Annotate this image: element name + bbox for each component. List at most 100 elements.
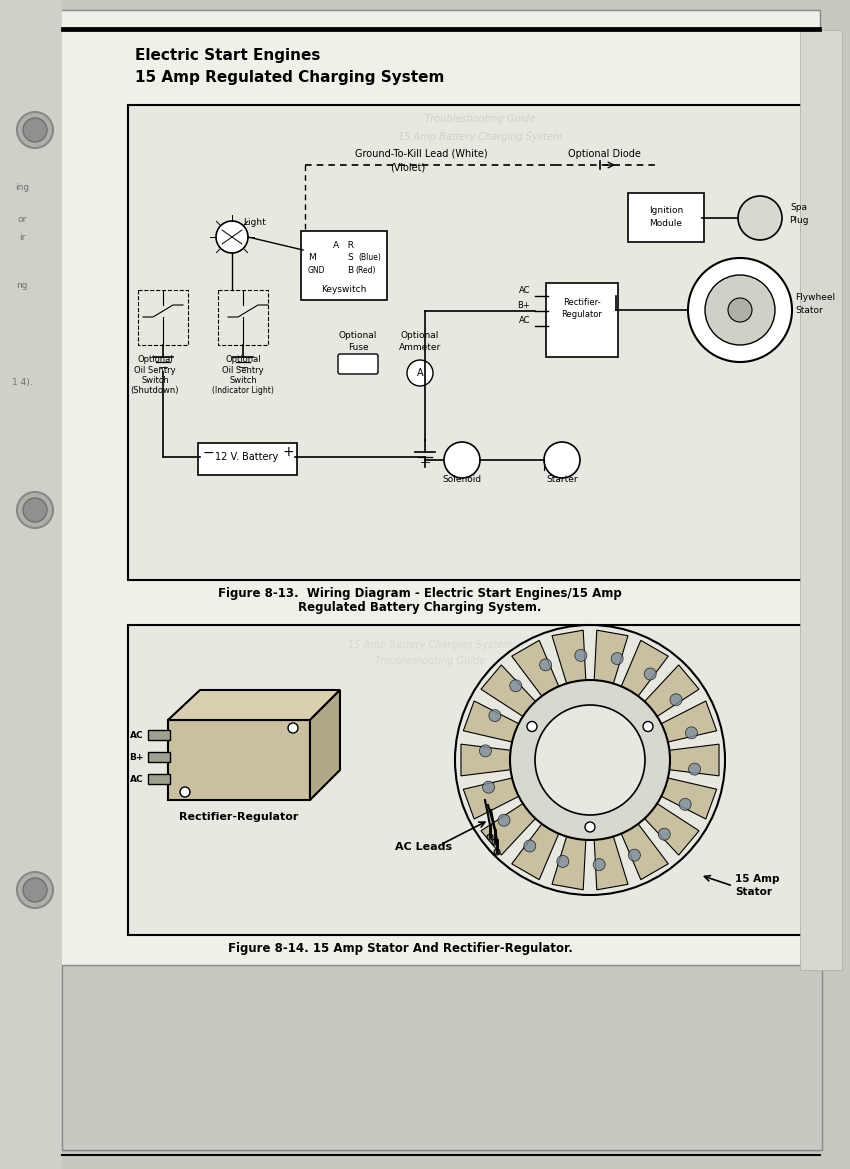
Text: 15 Amp Battery Charging System: 15 Amp Battery Charging System [398, 132, 562, 141]
Text: Keyswitch: Keyswitch [321, 285, 366, 293]
Text: AC: AC [130, 775, 144, 783]
Text: Electric Start Engines: Electric Start Engines [135, 48, 320, 63]
Polygon shape [644, 665, 699, 717]
Text: −: − [203, 447, 214, 459]
Circle shape [489, 710, 501, 721]
Text: +: + [283, 445, 295, 459]
Text: Figure 8-13.  Wiring Diagram - Electric Start Engines/15 Amp: Figure 8-13. Wiring Diagram - Electric S… [218, 587, 622, 600]
Text: Fuse: Fuse [348, 343, 368, 352]
Text: Starter: Starter [547, 475, 578, 484]
Text: Regulator: Regulator [562, 310, 603, 319]
Circle shape [17, 872, 53, 908]
Circle shape [611, 652, 623, 665]
Circle shape [685, 727, 697, 739]
Polygon shape [512, 641, 558, 696]
Text: B+: B+ [129, 753, 144, 761]
Text: (Indicator Light): (Indicator Light) [212, 386, 274, 395]
Polygon shape [463, 701, 518, 742]
Circle shape [483, 781, 495, 794]
Circle shape [658, 829, 671, 841]
Text: 15 Amp Regulated Charging System: 15 Amp Regulated Charging System [135, 70, 445, 85]
Circle shape [17, 112, 53, 148]
Circle shape [628, 849, 640, 862]
Text: Plug: Plug [789, 216, 808, 224]
Text: A   R: A R [333, 241, 354, 250]
Text: (Violet): (Violet) [390, 162, 425, 173]
FancyBboxPatch shape [62, 964, 822, 1150]
Text: 12 V. Battery: 12 V. Battery [215, 452, 279, 462]
Text: Troubleshooting Guide: Troubleshooting Guide [375, 656, 485, 666]
Text: AC: AC [130, 731, 144, 740]
Text: Rectifier-Regulator: Rectifier-Regulator [179, 812, 298, 822]
Text: Optional: Optional [401, 331, 439, 340]
Text: AC Leads: AC Leads [395, 842, 452, 852]
Circle shape [593, 858, 605, 871]
Circle shape [728, 298, 752, 321]
Polygon shape [594, 837, 628, 890]
Text: Oil Sentry: Oil Sentry [134, 366, 176, 375]
Polygon shape [481, 665, 536, 717]
Text: Light: Light [243, 217, 266, 227]
Polygon shape [621, 641, 668, 696]
Circle shape [487, 833, 493, 841]
Text: 15 Amp Battery Charging System: 15 Amp Battery Charging System [348, 639, 513, 650]
Text: AC: AC [518, 316, 530, 325]
Text: M: M [308, 253, 315, 262]
Circle shape [705, 275, 775, 345]
Circle shape [644, 667, 656, 680]
Circle shape [643, 721, 653, 732]
Polygon shape [670, 745, 719, 776]
Text: B+: B+ [518, 300, 530, 310]
Circle shape [23, 118, 47, 141]
Polygon shape [552, 630, 586, 684]
Polygon shape [148, 752, 170, 762]
Text: ing: ing [15, 184, 29, 192]
Polygon shape [461, 745, 511, 776]
FancyBboxPatch shape [198, 443, 297, 475]
Circle shape [23, 878, 47, 902]
Circle shape [17, 492, 53, 528]
Circle shape [575, 650, 586, 662]
Polygon shape [463, 779, 518, 819]
Text: 15 Amp: 15 Amp [735, 874, 779, 884]
Circle shape [679, 798, 691, 810]
Circle shape [479, 745, 491, 756]
FancyBboxPatch shape [128, 105, 823, 580]
Circle shape [216, 221, 248, 253]
Text: ng: ng [16, 281, 28, 290]
Text: (Shutdown): (Shutdown) [131, 386, 179, 395]
Text: Optional: Optional [137, 355, 173, 364]
Text: Stator: Stator [795, 306, 823, 314]
Text: ir: ir [19, 233, 26, 242]
Circle shape [492, 839, 498, 845]
FancyBboxPatch shape [800, 30, 842, 970]
Circle shape [23, 498, 47, 523]
Text: or: or [17, 215, 26, 224]
Circle shape [510, 679, 522, 692]
Text: Optional Diode: Optional Diode [568, 148, 641, 159]
Circle shape [557, 856, 569, 867]
Polygon shape [148, 774, 170, 784]
Polygon shape [148, 729, 170, 740]
Circle shape [180, 787, 190, 797]
Polygon shape [512, 824, 558, 879]
FancyBboxPatch shape [128, 625, 823, 935]
Text: A: A [416, 368, 423, 378]
Circle shape [524, 841, 536, 852]
FancyBboxPatch shape [546, 283, 618, 357]
Polygon shape [310, 690, 340, 800]
Circle shape [540, 659, 552, 671]
Text: Troubleshooting Guide: Troubleshooting Guide [425, 115, 536, 124]
Circle shape [288, 722, 298, 733]
Polygon shape [481, 803, 536, 855]
Circle shape [585, 822, 595, 832]
Text: (Blue): (Blue) [358, 253, 381, 262]
Text: GND: GND [308, 267, 326, 275]
Text: Figure 8-14. 15 Amp Stator And Rectifier-Regulator.: Figure 8-14. 15 Amp Stator And Rectifier… [228, 942, 572, 955]
Circle shape [670, 693, 682, 706]
FancyBboxPatch shape [301, 231, 387, 300]
Text: AC: AC [518, 286, 530, 295]
Circle shape [544, 442, 580, 478]
Circle shape [407, 360, 433, 386]
FancyBboxPatch shape [60, 11, 820, 1150]
